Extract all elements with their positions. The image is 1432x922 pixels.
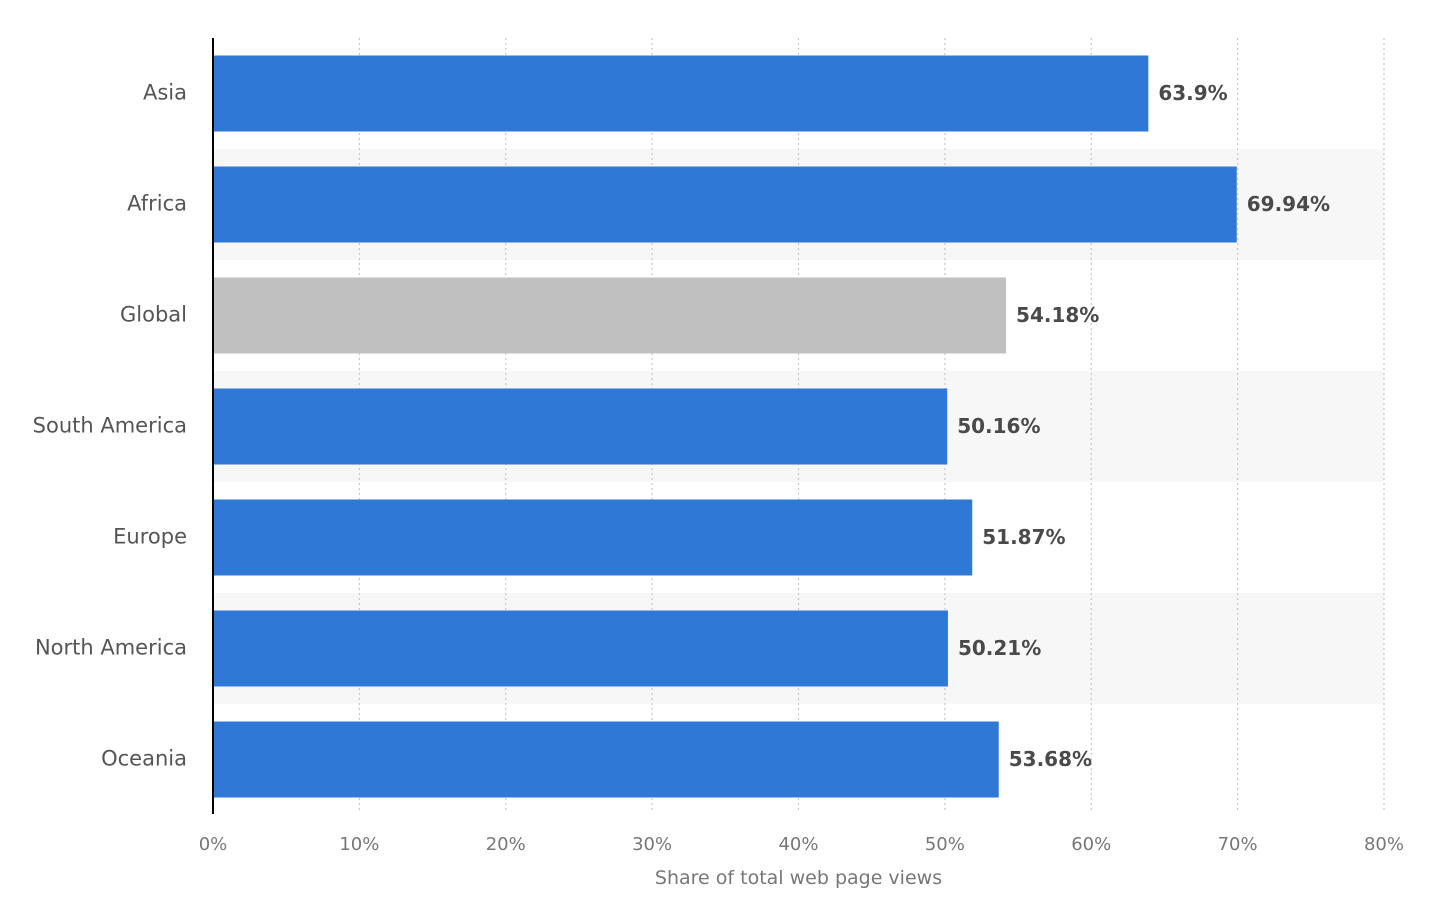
bar-oceania [213, 721, 999, 798]
bar-global [213, 277, 1007, 354]
value-label: 63.9% [1158, 81, 1227, 105]
category-label: North America [35, 636, 187, 660]
x-axis-title: Share of total web page views [655, 867, 942, 889]
x-axis-ticks: 0% 10% 20% 30% 40% 50% 60% 70% 80% [199, 834, 1404, 855]
category-label: Europe [113, 525, 187, 549]
value-labels: 63.9% 69.94% 54.18% 50.16% 51.87% 50.21% 53.68… [957, 81, 1330, 771]
value-label: 69.94% [1247, 192, 1330, 216]
value-label: 50.21% [958, 636, 1041, 660]
bar-north-america [213, 610, 948, 687]
category-label: South America [33, 414, 187, 438]
category-label: Oceania [101, 747, 187, 771]
x-tick-label: 30% [632, 834, 672, 855]
category-label: Asia [143, 81, 187, 105]
value-label: 54.18% [1016, 303, 1099, 327]
x-tick-label: 0% [199, 834, 228, 855]
x-tick-label: 40% [778, 834, 818, 855]
x-tick-label: 70% [1218, 834, 1258, 855]
value-label: 53.68% [1009, 747, 1092, 771]
category-labels: Asia Africa Global South America Europe North… [33, 81, 187, 771]
bar-africa [213, 166, 1237, 243]
bar-asia [213, 55, 1149, 132]
value-label: 50.16% [957, 414, 1040, 438]
x-tick-label: 10% [339, 834, 379, 855]
category-label: Africa [127, 192, 187, 216]
x-tick-label: 20% [486, 834, 526, 855]
x-tick-label: 50% [925, 834, 965, 855]
value-label: 51.87% [982, 525, 1065, 549]
bar-europe [213, 499, 973, 576]
category-label: Global [120, 303, 187, 327]
x-tick-label: 60% [1071, 834, 1111, 855]
bar-south-america [213, 388, 948, 465]
bars [213, 55, 1237, 798]
x-tick-label: 80% [1364, 834, 1404, 855]
